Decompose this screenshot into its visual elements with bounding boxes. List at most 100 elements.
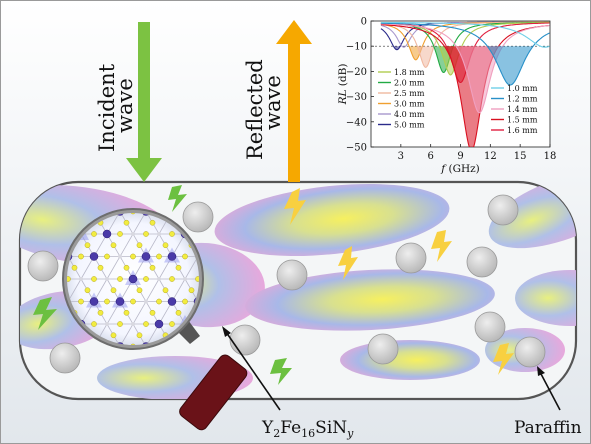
lattice-bond [93,278,108,302]
n-atom [131,231,135,236]
lattice-bond [158,256,173,280]
reflected-arrow-shaft [288,42,300,182]
lattice-bond [145,323,160,345]
chart-series-group [380,21,550,147]
lattice-bond [80,256,95,280]
lattice-bond [171,278,186,302]
fe-atom [97,309,104,316]
fe-atom [143,231,149,237]
fe-atom [169,231,175,237]
paraffin-label: Paraffin [514,418,582,438]
fe-atom [162,287,169,294]
n-atom [144,299,148,304]
fe-atom [149,309,156,316]
lattice-bond [171,233,186,257]
paraffin-sphere [395,242,427,274]
absorber-blob [515,270,576,326]
lattice-bond [145,233,160,257]
fe-atom [175,309,182,316]
lattice-bond [158,301,173,325]
paraffin-sphere [466,246,498,278]
legend-label: 4.0 mm [394,110,425,119]
y-tick-label: −40 [346,117,367,128]
y-atom [128,274,138,284]
fe-atom [182,253,188,260]
paraffin-pointer-head [537,366,545,376]
lightning-bolts [33,185,514,385]
y-tick-label: −50 [346,143,367,154]
lattice-bond [106,213,121,235]
fe-atom [130,343,136,345]
material-pointer-head [222,326,231,337]
paraffin-sphere [514,336,546,368]
y-tick-label: 0 [361,17,367,28]
yellow-lightning-icon [338,246,358,280]
x-tick-label: 12 [484,151,497,162]
n-atom [157,231,161,236]
legend-label: 3.0 mm [394,100,425,109]
fe-atom [78,253,84,260]
n-atom [79,277,83,281]
lattice-bond [93,233,108,257]
incident-label-line1: Incident [95,63,119,152]
legend-label: 1.4 mm [507,105,538,114]
y-atom [167,297,177,306]
fe-atom [117,276,123,282]
n-atom [131,322,135,327]
y-atom [89,297,99,306]
series-fill-1-4-mm [456,46,503,113]
lattice-bond [80,301,95,325]
reflected-arrow [276,20,312,182]
fe-atom [78,298,84,305]
paraffin-sphere [367,333,399,365]
paraffin-sphere [49,342,81,374]
lattice-bond [132,301,147,325]
legend-label: 1.6 mm [507,126,538,135]
lattice-bond [106,301,121,325]
fe-atom [130,253,136,260]
n-atom [157,277,161,281]
absorber-blob [340,340,480,380]
magnifier-handle [179,354,248,431]
fe-atom [123,219,130,226]
lattice-bond [119,323,134,345]
paraffin-sphere [474,311,506,343]
fe-atom [84,242,91,249]
fe-atom [117,231,123,237]
yellow-lightning-icon [493,343,514,375]
fe-atom [149,219,156,226]
fe-atom [104,298,110,305]
fe-atom [188,287,195,294]
pointer-arrows [222,326,561,411]
fe-atom [123,264,130,271]
fe-atom [110,287,117,294]
y-atom [141,252,151,261]
y-atom [154,319,164,329]
fe-atom [162,242,169,249]
paraffin-sphere [487,194,519,226]
legend-label: 1.0 mm [507,84,538,93]
fe-atom [91,231,97,237]
series-line-1-4-mm [380,23,550,114]
reflected-label-line2: wave [261,75,285,130]
x-tick-label: 18 [544,151,557,162]
legend-label: 1.8 mm [394,68,425,77]
fe-atom [195,276,199,282]
incident-label-line2: wave [113,78,137,133]
paraffin-sphere [27,250,59,282]
fe-atom [130,298,136,305]
legend-label: 1.5 mm [507,116,538,125]
n-atom [183,277,187,281]
n-atom [105,277,109,281]
paraffin-sphere [182,201,214,233]
absorber-blob [488,182,576,249]
fe-atom [169,321,175,327]
series-line-1-0-mm [380,21,550,48]
lattice-bond [132,256,147,280]
legend-label: 2.5 mm [394,89,425,98]
series-fill-2-5-mm [417,46,434,68]
absorber-blob [245,269,495,331]
lattice-bond [119,278,134,302]
